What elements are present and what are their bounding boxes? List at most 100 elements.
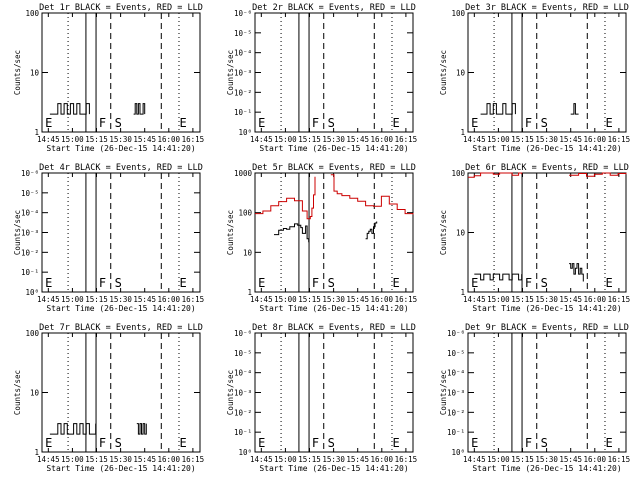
marker-label: F [312,276,319,290]
marker-label: E [392,276,399,290]
y-tick-label: 100 [25,9,39,18]
marker-label: E [179,116,186,130]
plot-frame [41,172,201,293]
marker-label: F [99,116,106,130]
x-tick-label: 14:45 [37,295,60,304]
marker-label: E [258,436,265,450]
x-tick-label: 15:45 [133,455,156,464]
x-axis-label: Start Time (26-Dec-15 14:41:20) [259,464,408,473]
marker-label: F [99,276,106,290]
series-line [474,273,523,281]
marker-label: E [605,276,612,290]
y-tick-label: 10 [456,69,466,78]
marker-label: S [115,116,122,130]
y-tick-label: 10 [456,229,466,238]
y-tick-label: 1 [34,448,39,457]
marker-label: S [541,276,548,290]
x-tick-label: 15:45 [559,295,582,304]
marker-label: S [115,436,122,450]
panel-6: Det 6r BLACK = Events, RED = LLD E F S E 14:4… [439,163,630,313]
marker-label: F [312,116,319,130]
y-tick-label: 10⁻⁴ [447,369,465,378]
y-tick-label: 10⁻⁵ [234,29,252,38]
x-tick-label: 16:15 [608,295,631,304]
y-axis-label: Counts/sec [13,50,22,95]
y-tick-label: 10⁻³ [234,69,252,78]
plot-frame [467,172,627,293]
y-tick-label: 100 [25,329,39,338]
x-axis-label: Start Time (26-Dec-15 14:41:20) [46,144,195,153]
x-tick-label: 14:45 [463,135,486,144]
y-tick-label: 10⁻⁴ [21,209,39,218]
x-tick-label: 15:15 [511,135,534,144]
series-line [570,103,579,115]
x-tick-label: 16:00 [371,295,394,304]
y-tick-label: 100 [238,209,252,218]
x-tick-label: 16:15 [182,295,205,304]
x-tick-label: 15:45 [133,295,156,304]
y-tick-label: 10 [243,248,253,257]
x-axis-label: Start Time (26-Dec-15 14:41:20) [472,464,621,473]
y-tick-label: 10⁰ [238,448,252,457]
marker-label: E [605,116,612,130]
y-axis-label: Counts/sec [226,210,235,255]
x-tick-label: 14:45 [37,455,60,464]
panel-title: Det 6r BLACK = Events, RED = LLD [465,163,629,173]
y-tick-label: 100 [451,169,465,178]
y-tick-label: 10⁻⁴ [234,369,252,378]
y-axis-label: Counts/sec [439,370,448,415]
x-tick-label: 16:00 [371,135,394,144]
marker-label: F [525,276,532,290]
marker-label: E [45,116,52,130]
x-tick-label: 15:15 [298,295,321,304]
x-tick-label: 15:45 [133,135,156,144]
marker-label: E [179,436,186,450]
x-tick-label: 16:00 [584,295,607,304]
x-tick-label: 15:15 [298,455,321,464]
x-tick-label: 16:00 [158,135,181,144]
y-tick-label: 1 [34,128,39,137]
marker-label: S [541,436,548,450]
y-tick-label: 10⁻⁵ [447,349,465,358]
panel-title: Det 4r BLACK = Events, RED = LLD [39,163,203,173]
x-tick-label: 15:00 [274,295,297,304]
x-tick-label: 16:00 [584,455,607,464]
marker-label: S [328,116,335,130]
x-axis-label: Start Time (26-Dec-15 14:41:20) [259,144,408,153]
marker-label: E [258,116,265,130]
x-tick-label: 15:00 [61,455,84,464]
x-tick-label: 15:00 [274,455,297,464]
x-tick-label: 16:00 [584,135,607,144]
x-tick-label: 15:15 [85,295,108,304]
y-axis-label: Counts/sec [226,50,235,95]
series-line [569,263,584,282]
x-tick-label: 15:15 [511,295,534,304]
x-tick-label: 15:45 [346,135,369,144]
y-axis-label: Counts/sec [439,210,448,255]
panel-title: Det 1r BLACK = Events, RED = LLD [39,3,203,13]
y-tick-label: 10⁻⁵ [21,189,39,198]
marker-label: S [328,436,335,450]
series-line [274,223,310,243]
x-tick-label: 15:45 [559,135,582,144]
y-tick-label: 10⁻¹ [234,108,252,117]
y-tick-label: 10⁰ [25,288,39,297]
marker-label: S [115,276,122,290]
panel-4: Det 4r BLACK = Events, RED = LLD E F S E 14:4… [13,163,204,313]
x-tick-label: 15:15 [511,455,534,464]
y-tick-label: 10⁻³ [447,389,465,398]
x-tick-label: 15:45 [346,455,369,464]
y-tick-label: 10⁻¹ [234,428,252,437]
x-tick-label: 15:30 [535,455,558,464]
series-line [49,103,90,115]
x-tick-label: 14:45 [250,295,273,304]
plot-frame [254,12,414,133]
series-line [330,174,414,215]
y-tick-label: 10⁻⁶ [21,169,39,178]
x-tick-label: 14:45 [463,295,486,304]
series-line [365,221,378,240]
x-tick-label: 15:00 [274,135,297,144]
y-tick-label: 10⁻³ [234,389,252,398]
y-tick-label: 10⁻² [447,408,465,417]
